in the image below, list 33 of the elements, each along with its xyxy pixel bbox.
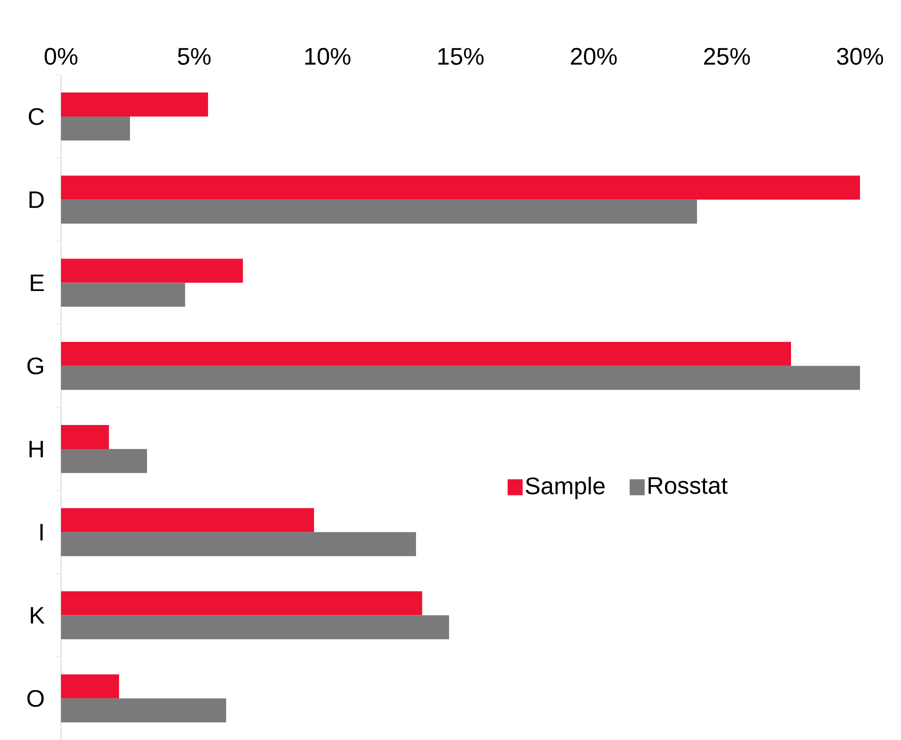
y-tick-label: O [27,690,44,707]
bar [61,674,120,698]
bar [61,449,148,474]
x-tick-label: 5% [178,48,211,65]
legend-label: Rosstat [648,477,728,494]
bar [61,116,130,141]
y-tick-label: K [30,607,45,624]
bar [61,92,208,117]
bar [61,258,243,283]
y-tick-label: H [30,440,43,458]
bar [61,591,422,616]
y-tick-label: D [30,191,44,208]
y-tick-label: G [27,357,44,374]
bar [61,532,416,556]
bar [61,615,450,640]
bar [61,425,109,450]
bar [61,698,226,722]
x-tick-label: 0% [44,48,78,65]
x-tick-label: 25% [704,48,750,65]
x-tick-label: 15% [438,48,484,65]
y-tick-label: I [40,524,43,540]
x-tick-label: 20% [570,48,617,65]
x-tick-label: 10% [305,48,350,65]
legend-label: Sample [526,476,605,500]
y-tick-label: E [30,274,44,292]
bar [61,342,792,366]
bar [61,176,860,200]
x-tick-label: 30% [836,48,884,65]
bar [61,366,860,390]
y-tick-label: C [28,108,44,126]
bar [61,200,698,224]
bar [61,282,186,307]
bar [61,508,314,532]
